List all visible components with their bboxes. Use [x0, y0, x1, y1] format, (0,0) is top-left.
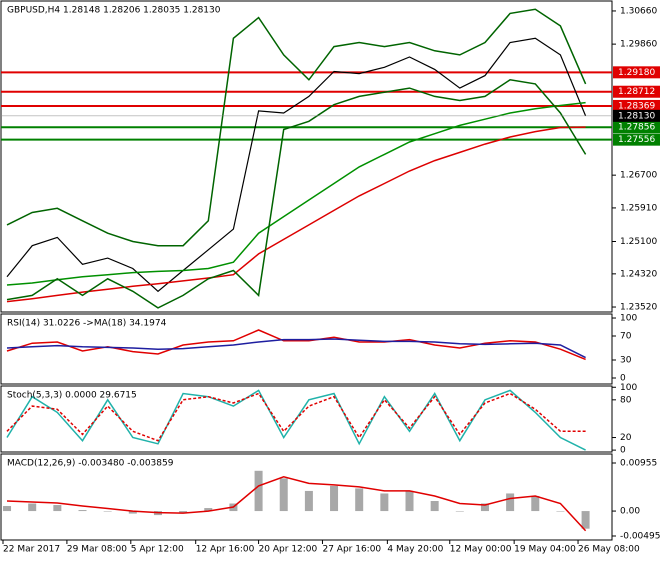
y-tick-label: 1.23520	[620, 303, 657, 313]
y-tick-label: 1.25910	[620, 203, 657, 213]
panel-title: RSI(14) 31.0226 ->MA(18) 34.1974	[7, 319, 167, 329]
x-tick-label: 19 May 04:00	[514, 545, 576, 555]
macd-bar	[279, 478, 288, 512]
macd-bar	[204, 508, 213, 512]
macd-bar	[254, 470, 263, 512]
x-tick-label: 12 Apr 16:00	[196, 545, 255, 555]
series-line	[6, 8, 587, 247]
y-tick-label: -0.004953	[620, 531, 660, 541]
macd-bar	[556, 511, 565, 512]
panel-frame	[0, 313, 613, 385]
level-label-box	[613, 121, 660, 134]
macd-bar	[3, 506, 12, 512]
level-label: 1.28712	[618, 87, 655, 97]
macd-bar	[78, 510, 87, 512]
series-line	[6, 79, 587, 309]
macd-bar	[103, 511, 112, 512]
level-label-box	[613, 99, 660, 112]
panel-title: MACD(12,26,9) -0.003480 -0.003859	[7, 459, 174, 469]
x-tick-label: 26 May 08:00	[578, 545, 640, 555]
x-tick-label: 5 Apr 12:00	[131, 545, 184, 555]
macd-bar	[581, 511, 590, 529]
y-tick-label: 0	[620, 374, 626, 384]
panel-title: GBPUSD,H4 1.28148 1.28206 1.28035 1.2813…	[7, 6, 221, 16]
x-tick-label: 22 Mar 2017	[3, 545, 60, 555]
y-tick-label: 1.29860	[620, 40, 657, 50]
y-tick-label: 1.24320	[620, 269, 657, 279]
macd-bar	[28, 503, 37, 512]
macd-bar	[480, 503, 489, 512]
current-price-label: 1.28130	[618, 111, 655, 121]
x-tick-label: 27 Apr 16:00	[322, 545, 381, 555]
y-tick-label: 1.25100	[620, 237, 657, 247]
y-tick-label: 1.30660	[620, 6, 657, 16]
level-label: 1.28369	[618, 101, 655, 111]
macd-bar	[380, 493, 389, 512]
x-tick-label: 4 May 20:00	[387, 545, 443, 555]
y-tick-label: 80	[620, 395, 632, 405]
level-label: 1.27856	[618, 123, 655, 133]
panel-title: Stoch(5,3,3) 0.0000 29.6715	[7, 391, 137, 401]
series-line	[6, 392, 586, 442]
y-tick-label: 1.26700	[620, 171, 657, 181]
macd-bar	[304, 490, 313, 512]
level-label-box	[613, 85, 660, 98]
panel-frame	[0, 453, 613, 541]
macd-bar	[53, 505, 62, 512]
series-line	[6, 476, 587, 532]
y-tick-label: 20	[620, 433, 632, 443]
macd-bar	[430, 501, 439, 512]
macd-bar	[128, 511, 137, 514]
macd-bar	[330, 485, 339, 512]
series-line	[6, 338, 586, 359]
current-price-box	[613, 109, 660, 122]
macd-bar	[179, 511, 188, 514]
panel-frame	[0, 0, 613, 313]
y-tick-label: 100	[620, 314, 637, 324]
panel-frame	[0, 385, 613, 453]
level-label-box	[613, 66, 660, 79]
macd-bar	[455, 511, 464, 512]
y-tick-label: 0.00955	[620, 459, 657, 469]
macd-bar	[506, 493, 515, 512]
series-line	[6, 101, 586, 286]
series-line	[6, 126, 586, 303]
level-label-box	[613, 133, 660, 146]
level-label: 1.27556	[618, 135, 655, 145]
macd-bar	[531, 495, 540, 512]
macd-bar	[355, 488, 364, 512]
series-line	[6, 37, 587, 293]
x-tick-label: 29 Mar 08:00	[67, 545, 127, 555]
y-tick-label: 0.00	[620, 507, 640, 517]
y-tick-label: 70	[620, 332, 632, 342]
x-tick-label: 20 Apr 12:00	[259, 545, 318, 555]
level-label: 1.29180	[618, 68, 655, 78]
y-tick-label: 0	[620, 446, 626, 456]
x-tick-label: 12 May 00:00	[450, 545, 512, 555]
macd-bar	[405, 490, 414, 512]
y-tick-label: 30	[620, 356, 632, 366]
y-tick-label: 100	[620, 383, 637, 393]
